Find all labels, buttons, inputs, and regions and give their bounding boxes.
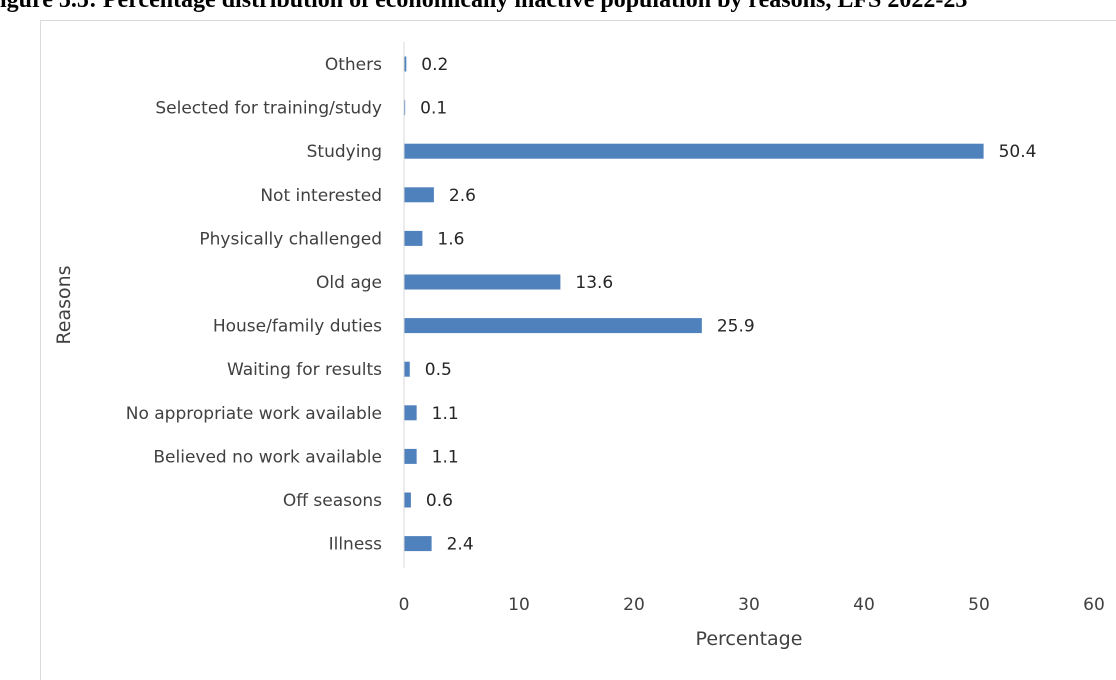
x-tick-label: 20 <box>623 595 645 615</box>
category-label: House/family duties <box>213 317 382 337</box>
value-label: 0.2 <box>421 55 448 75</box>
value-labels: 0.2 0.1 50.4 2.6 1.6 13.6 25.9 0.5 1.1 1.1 0.6 2.4 <box>420 55 1036 555</box>
value-label: 1.1 <box>432 404 459 424</box>
category-label: Not interested <box>260 186 382 206</box>
bar <box>404 100 406 116</box>
x-tick-label: 0 <box>399 595 410 615</box>
x-tick-label: 40 <box>853 595 875 615</box>
value-label: 25.9 <box>717 317 755 337</box>
bar <box>404 230 423 246</box>
category-label: Others <box>325 55 382 75</box>
bar <box>404 492 411 508</box>
bar <box>404 274 561 290</box>
bars-group <box>404 56 984 552</box>
category-label: No appropriate work available <box>126 404 382 424</box>
value-label: 0.5 <box>425 360 452 380</box>
category-labels: Others Selected for training/study Studyin… <box>126 55 382 555</box>
category-label: Illness <box>329 535 383 555</box>
bar <box>404 56 407 72</box>
bar <box>404 318 702 334</box>
chart-frame <box>40 20 1116 680</box>
x-tick-labels: 0 10 20 30 40 50 60 <box>399 595 1105 615</box>
value-label: 50.4 <box>999 142 1037 162</box>
bar <box>404 405 417 421</box>
bar <box>404 143 984 159</box>
category-label: Old age <box>316 273 382 293</box>
category-label: Selected for training/study <box>155 99 382 119</box>
value-label: 2.4 <box>447 535 474 555</box>
category-label: Studying <box>307 142 382 162</box>
y-axis-title: Reasons <box>53 265 75 344</box>
bar <box>404 536 432 552</box>
value-label: 2.6 <box>449 186 476 206</box>
x-tick-label: 50 <box>968 595 990 615</box>
bar <box>404 187 434 203</box>
category-label: Waiting for results <box>227 360 382 380</box>
value-label: 0.1 <box>420 99 447 119</box>
figure-title: igure 5.5: Percentage distribution of ec… <box>0 0 968 13</box>
bar <box>404 361 410 377</box>
value-label: 1.6 <box>437 229 464 249</box>
value-label: 13.6 <box>575 273 613 293</box>
value-label: 0.6 <box>426 491 453 511</box>
category-label: Physically challenged <box>199 229 382 249</box>
x-tick-label: 30 <box>738 595 760 615</box>
bar <box>404 448 417 464</box>
category-label: Believed no work available <box>153 447 382 467</box>
x-tick-label: 10 <box>508 595 530 615</box>
category-label: Off seasons <box>283 491 382 511</box>
x-tick-label: 60 <box>1083 595 1105 615</box>
x-axis-title: Percentage <box>696 628 803 650</box>
value-label: 1.1 <box>432 447 459 467</box>
